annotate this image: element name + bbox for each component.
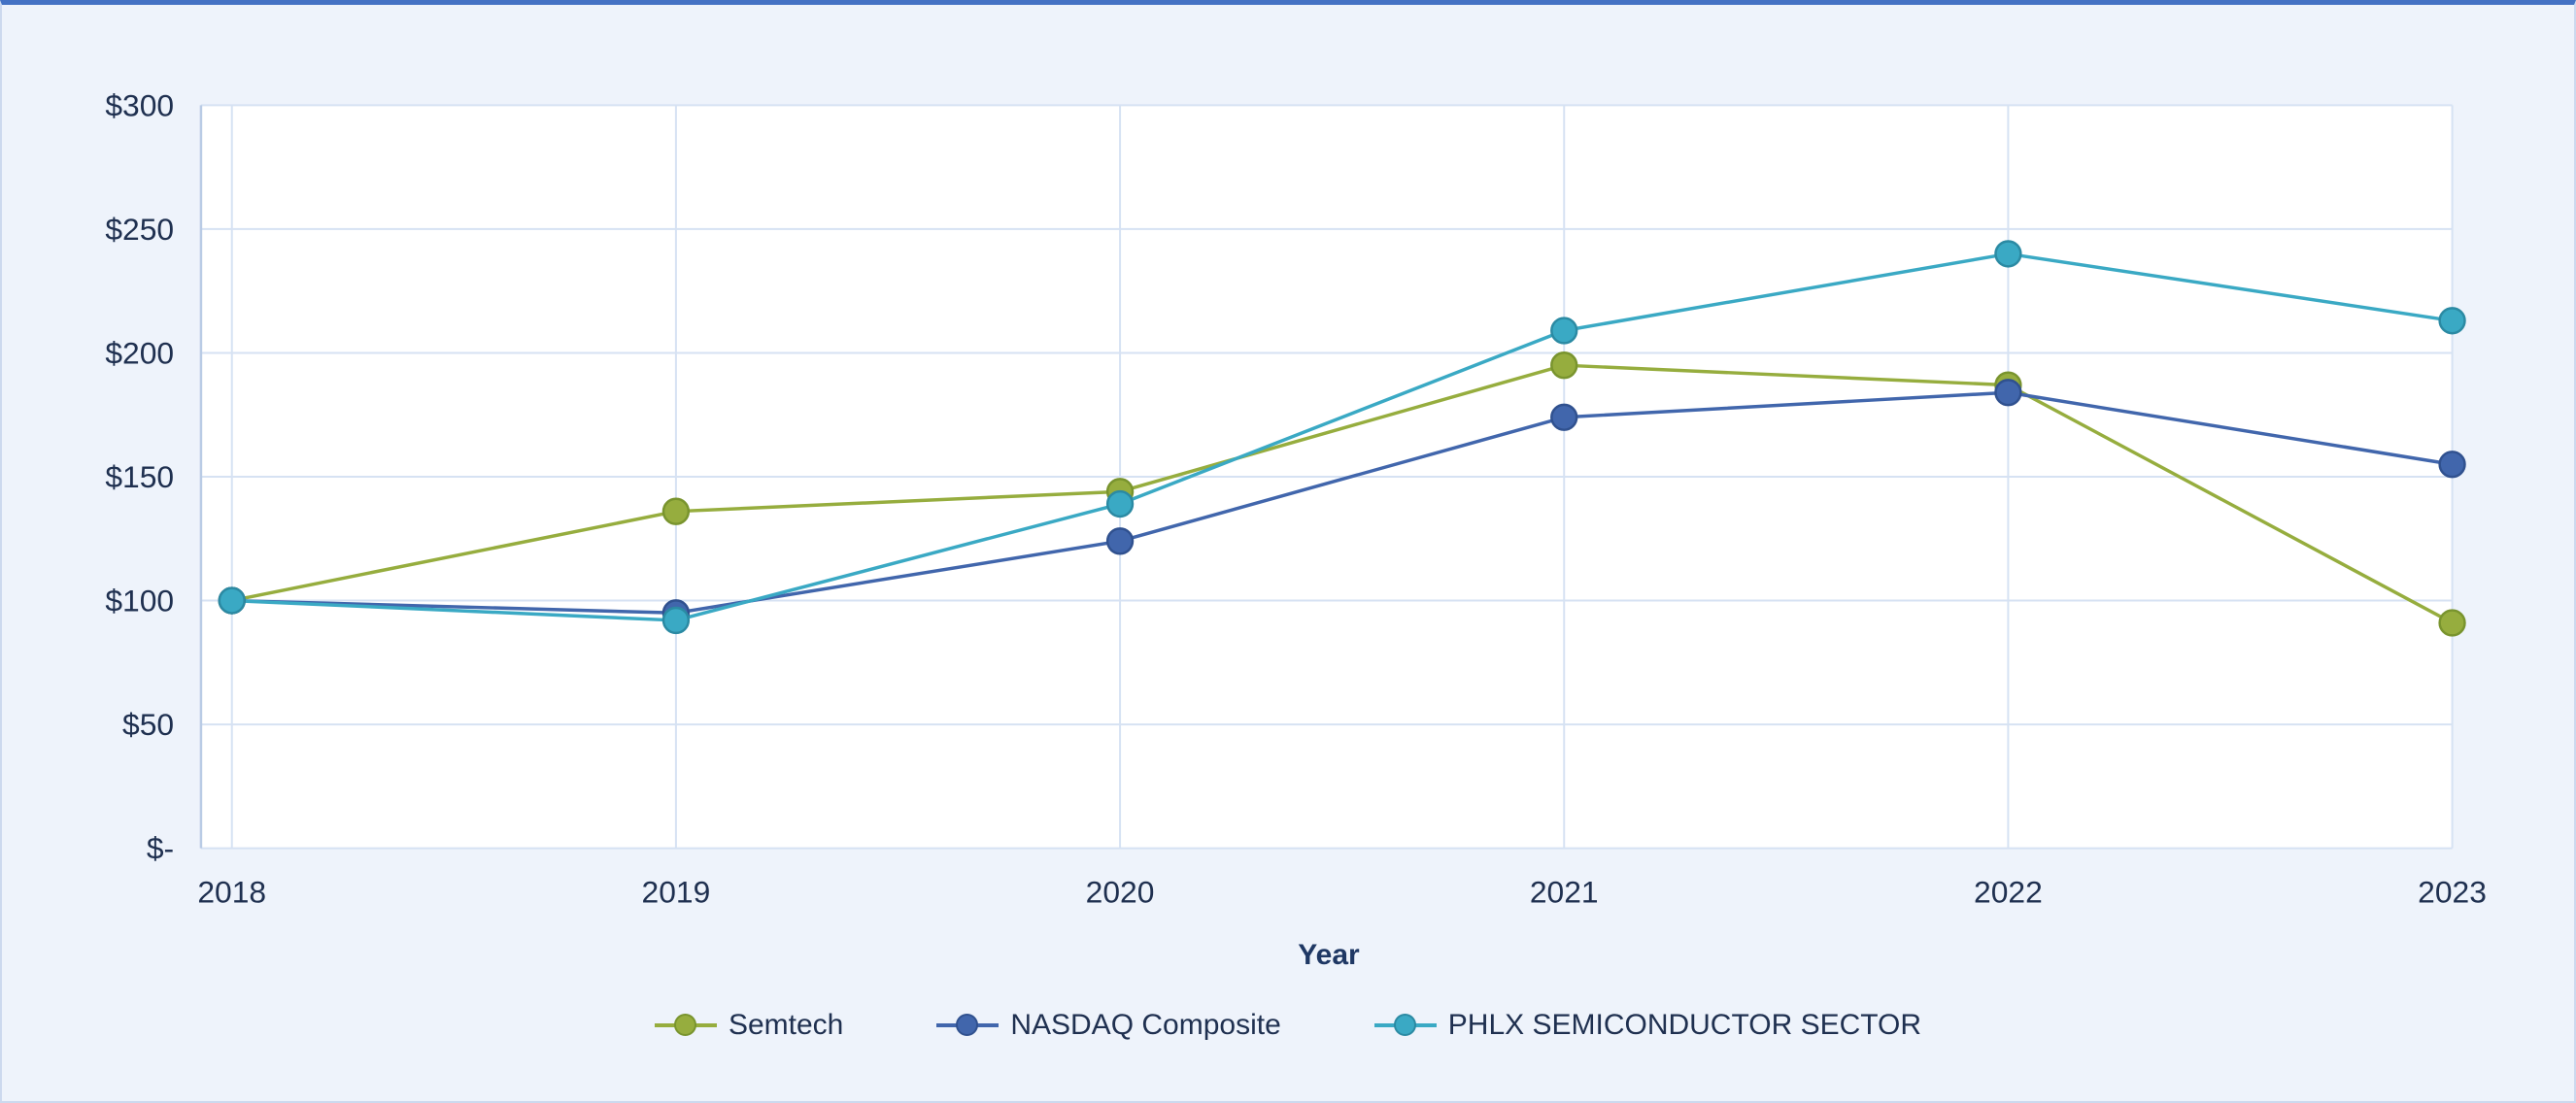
legend-item-nasdaq-composite: NASDAQ Composite	[936, 1009, 1281, 1042]
data-point-marker	[2438, 451, 2466, 479]
legend-item-semtech: Semtech	[654, 1009, 844, 1042]
data-point-marker	[661, 606, 691, 635]
x-tick-label: 2021	[1530, 874, 1599, 909]
data-point-marker	[1105, 489, 1135, 518]
y-tick-label: $100	[105, 583, 174, 618]
semtech-series-marker-icon	[654, 1013, 717, 1038]
data-point-marker	[1550, 351, 1578, 380]
y-tick-label: $50	[122, 707, 174, 742]
data-point-marker	[218, 586, 246, 615]
x-tick-label: 2019	[642, 874, 711, 909]
phlx-series-marker-icon	[1373, 1013, 1437, 1038]
series-line-semtech	[231, 363, 2454, 625]
chart-legend: Semtech NASDAQ Composite PHLX SEMICONDUC…	[2, 1009, 2574, 1042]
y-tick-label: $250	[105, 212, 174, 247]
legend-label: Semtech	[728, 1009, 844, 1041]
data-point-marker	[1105, 527, 1135, 555]
x-tick-label: 2023	[2418, 874, 2487, 909]
x-tick-label: 2018	[197, 874, 266, 909]
data-point-marker	[1994, 240, 2022, 268]
y-tick-label: $200	[105, 335, 174, 370]
data-point-marker	[1994, 379, 2022, 407]
nasdaq-series-marker-icon	[936, 1013, 1000, 1038]
data-point-marker	[1550, 403, 1578, 431]
series-line-phlx-semiconductor-sector	[231, 251, 2453, 622]
x-tick-label: 2022	[1974, 874, 2043, 909]
legend-item-phlx-semiconductor: PHLX SEMICONDUCTOR SECTOR	[1373, 1009, 1922, 1042]
data-point-marker	[2438, 307, 2466, 335]
x-axis-title: Year	[1298, 939, 1360, 971]
x-tick-label: 2020	[1086, 874, 1155, 909]
legend-label: NASDAQ Composite	[1010, 1009, 1281, 1041]
performance-line-chart: $- $50 $100 $150 $200 $250 $300 2018 2019 2020 202…	[105, 87, 2487, 909]
y-tick-label: $150	[105, 459, 174, 494]
data-point-marker	[2438, 609, 2466, 637]
series-line-nasdaq-composite	[231, 390, 2453, 616]
y-tick-label: $300	[105, 87, 174, 122]
data-point-marker	[661, 497, 691, 525]
legend-label: PHLX SEMICONDUCTOR SECTOR	[1447, 1009, 1922, 1041]
data-point-marker	[1550, 317, 1578, 345]
y-tick-label: $-	[147, 831, 174, 866]
